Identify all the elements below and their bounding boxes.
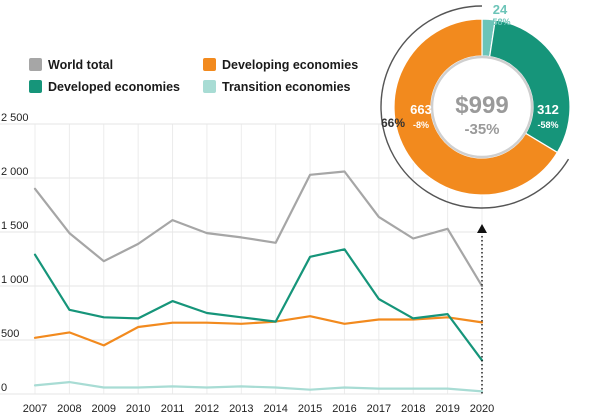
y-tick-label: 0 [1, 382, 7, 394]
legend-swatch-developed [29, 80, 42, 93]
legend-swatch-world-total [29, 58, 42, 71]
legend-label-transition: Transition economies [222, 80, 351, 94]
legend-swatch-developing [203, 58, 216, 71]
y-tick-label: 500 [1, 328, 19, 340]
year-marker [477, 224, 487, 394]
x-tick-label: 2012 [195, 403, 219, 415]
x-tick-label: 2018 [401, 403, 425, 415]
donut-outer-percent: 66% [381, 116, 405, 130]
legend-swatch-transition [203, 80, 216, 93]
legend-label-world-total: World total [48, 58, 113, 72]
x-axis: 2007 2008 2009 2010 2011 2012 2013 2014 2015 2016… [23, 403, 494, 415]
x-tick-label: 2020 [470, 403, 494, 415]
donut-change-developing: -8% [413, 120, 429, 130]
donut-change-developed: -58% [537, 120, 558, 130]
x-tick-label: 2014 [263, 403, 287, 415]
legend-label-developed: Developed economies [48, 80, 180, 94]
x-tick-label: 2015 [298, 403, 322, 415]
donut-change-transition: -58% [489, 17, 510, 27]
x-tick-label: 2016 [332, 403, 356, 415]
donut-outer-bracket [380, 5, 570, 209]
x-tick-label: 2009 [92, 403, 116, 415]
donut-value-transition: 24 [493, 2, 508, 17]
x-tick-label: 2008 [57, 403, 81, 415]
donut-2020: $999 -35% 66% 24-58%312-58%663-8% [380, 2, 571, 209]
donut-center-value: $999 [455, 92, 508, 119]
arrow-up-icon [477, 224, 487, 233]
donut-value-developed: 312 [537, 102, 559, 117]
x-tick-label: 2017 [367, 403, 391, 415]
x-tick-label: 2007 [23, 403, 47, 415]
y-tick-label: 2 500 [1, 112, 29, 124]
donut-center-change: -35% [464, 121, 499, 138]
y-tick-label: 1 500 [1, 220, 29, 232]
donut-value-developing: 663 [410, 102, 432, 117]
grid [0, 123, 483, 395]
series-line-developed-economies [33, 248, 484, 362]
y-tick-label: 2 000 [1, 166, 29, 178]
legend: World total Developed economies Developi… [29, 58, 358, 94]
series-line-transition-economies [33, 381, 484, 393]
y-tick-label: 1 000 [1, 274, 29, 286]
x-tick-label: 2011 [161, 403, 185, 415]
x-tick-label: 2013 [229, 403, 253, 415]
x-tick-label: 2019 [435, 403, 459, 415]
series-line-world-total [33, 170, 484, 288]
x-tick-label: 2010 [126, 403, 150, 415]
y-axis: 0 500 1 000 1 500 2 000 2 500 [1, 112, 29, 394]
donut-inner-ring [430, 55, 534, 159]
series-line-developing-economies [33, 315, 484, 347]
series-lines [33, 170, 484, 393]
legend-label-developing: Developing economies [222, 58, 358, 72]
